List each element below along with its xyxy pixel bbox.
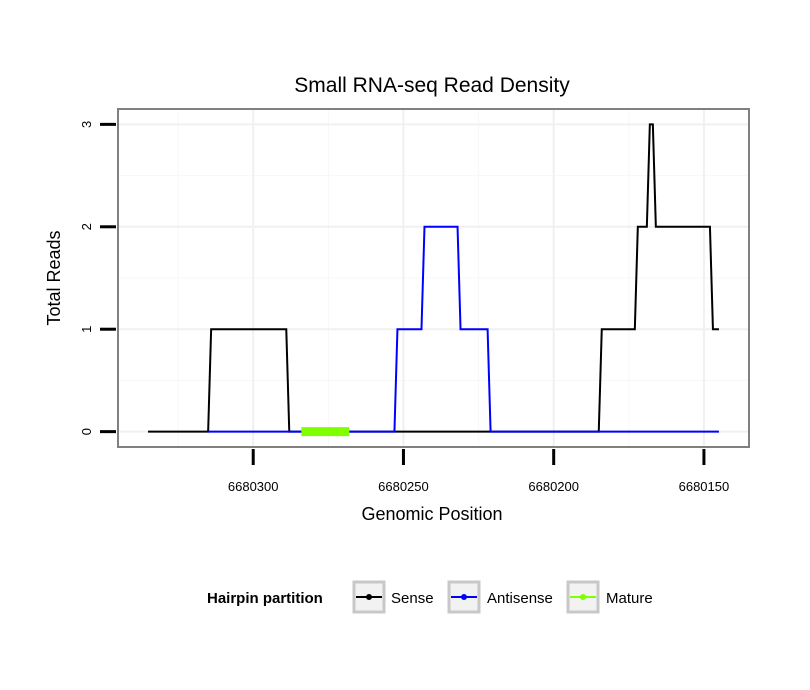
- x-tick-label: 6680150: [679, 479, 730, 494]
- series-line-antisense: [208, 225, 719, 433]
- x-tick-label: 6680300: [228, 479, 279, 494]
- y-axis-label: Total Reads: [44, 230, 64, 325]
- y-axis: 0 1 2 3: [79, 121, 116, 435]
- x-tick-label: 6680200: [528, 479, 579, 494]
- legend-label-mature: Mature: [606, 590, 653, 607]
- x-tick-label: 6680250: [378, 479, 429, 494]
- legend-point-antisense: [461, 594, 467, 600]
- legend-label-antisense: Antisense: [487, 590, 553, 607]
- y-tick-label: 0: [79, 428, 94, 435]
- legend-title: Hairpin partition: [207, 590, 323, 607]
- series-line-sense: [148, 123, 719, 433]
- chart-title: Small RNA-seq Read Density: [294, 74, 570, 97]
- y-tick-label: 3: [79, 121, 94, 128]
- y-tick-label: 2: [79, 223, 94, 230]
- x-axis: 6680300 6680250 6680200 6680150: [228, 449, 729, 494]
- legend-point-mature: [580, 594, 586, 600]
- series-layer: [148, 123, 719, 437]
- plot-border: [117, 108, 750, 448]
- y-tick-label: 1: [79, 326, 94, 333]
- legend-label-sense: Sense: [391, 590, 434, 607]
- legend-point-sense: [366, 594, 372, 600]
- legend: Hairpin partition Sense Antisense Mature: [207, 580, 653, 614]
- x-axis-label: Genomic Position: [361, 504, 502, 524]
